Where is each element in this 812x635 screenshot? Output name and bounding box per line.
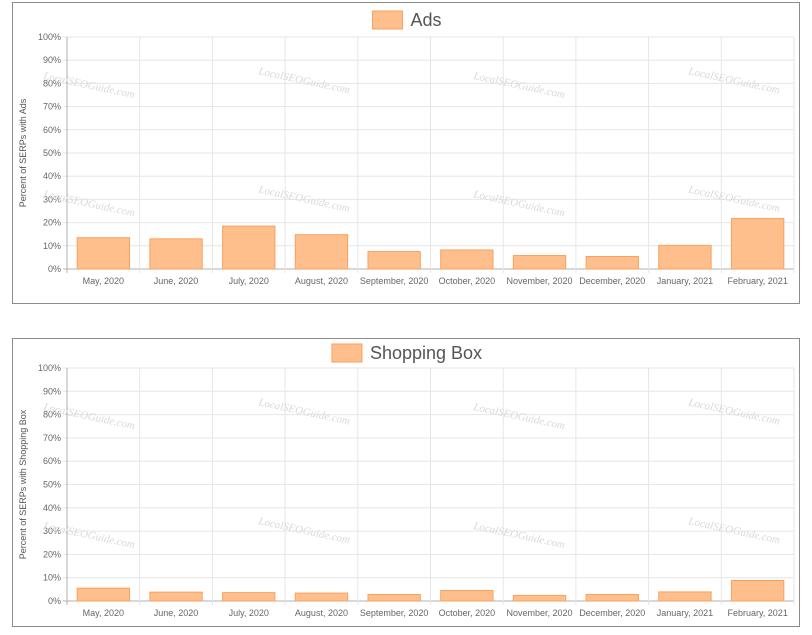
bar-october-2020 [440, 249, 494, 270]
y-tick-label: 40% [43, 171, 61, 181]
x-tick-label: June, 2020 [154, 276, 199, 286]
x-tick-label: June, 2020 [154, 608, 199, 618]
ads-chart-panel: 0% 10% 20% 30% 40% 50% 60% 70% 80% 90% 100% LocalSE… [12, 2, 800, 304]
x-tick-label: October, 2020 [439, 608, 496, 618]
y-axis-label: Percent of SERPs with Shopping Box [18, 409, 28, 559]
y-tick-label: 100% [38, 363, 61, 373]
x-tick-label: September, 2020 [360, 276, 429, 286]
y-axis-label: Percent of SERPs with Ads [18, 98, 28, 207]
x-tick-label: August, 2020 [295, 276, 348, 286]
y-tick-label: 20% [43, 218, 61, 228]
bar-august-2020 [294, 234, 349, 270]
bar-august-2020 [294, 592, 349, 602]
bar-september-2020 [367, 593, 421, 602]
x-tick-label: October, 2020 [439, 276, 496, 286]
y-tick-label: 50% [43, 148, 61, 158]
x-tick-label: February, 2021 [727, 608, 787, 618]
y-tick-label: 60% [43, 456, 61, 466]
bar-october-2020 [440, 590, 494, 602]
y-tick-label: 20% [43, 549, 61, 559]
x-tick-label: August, 2020 [295, 608, 348, 618]
y-tick-label: 90% [43, 386, 61, 396]
x-tick-label: May, 2020 [83, 608, 124, 618]
bar-december-2020 [585, 255, 639, 270]
bar-january-2021 [658, 244, 712, 270]
bar-may-2020 [76, 237, 131, 270]
bar-november-2020 [512, 594, 567, 602]
watermark-text: LocalSEOGuide.com [471, 188, 566, 219]
bar-july-2020 [222, 592, 276, 602]
y-tick-label: 50% [43, 480, 61, 490]
bar-december-2020 [585, 593, 639, 602]
shopping-box-chart: 0% 10% 20% 30% 40% 50% 60% 70% 80% 90% 100% LocalSE… [18, 343, 795, 618]
bar-june-2020 [149, 238, 203, 270]
y-tick-label: 90% [43, 55, 61, 65]
legend-label: Ads [410, 10, 441, 30]
ads-chart: 0% 10% 20% 30% 40% 50% 60% 70% 80% 90% 100% LocalSE… [18, 10, 795, 286]
x-tick-label: July, 2020 [229, 608, 269, 618]
watermark-text: LocalSEOGuide.com [686, 396, 781, 427]
x-tick-label: November, 2020 [507, 608, 573, 618]
watermark-text: LocalSEOGuide.com [686, 65, 781, 96]
bar-february-2021 [730, 579, 785, 602]
bar-june-2020 [149, 591, 203, 602]
y-tick-label: 100% [38, 32, 61, 42]
y-tick-label: 80% [43, 78, 61, 88]
bar-february-2021 [730, 217, 785, 270]
x-tick-label: May, 2020 [83, 276, 124, 286]
legend-swatch [371, 10, 403, 30]
bar-november-2020 [512, 255, 567, 270]
y-tick-label: 70% [43, 102, 61, 112]
watermark-text: LocalSEOGuide.com [471, 70, 566, 101]
y-tick-label: 10% [43, 241, 61, 251]
watermark-text: LocalSEOGuide.com [471, 520, 566, 551]
watermark-text: LocalSEOGuide.com [471, 401, 566, 432]
x-tick-label: December, 2020 [579, 608, 645, 618]
y-tick-label: 70% [43, 433, 61, 443]
bar-september-2020 [367, 251, 421, 270]
x-tick-label: February, 2021 [727, 276, 787, 286]
y-tick-label: 0% [48, 596, 61, 606]
shopping-box-chart-panel: 0% 10% 20% 30% 40% 50% 60% 70% 80% 90% 100% LocalSE… [12, 338, 800, 627]
y-tick-label: 30% [43, 194, 61, 204]
x-tick-label: July, 2020 [229, 276, 269, 286]
x-tick-label: December, 2020 [579, 276, 645, 286]
legend-swatch [331, 343, 363, 363]
bar-january-2021 [658, 591, 712, 602]
bar-may-2020 [76, 587, 131, 602]
y-tick-label: 60% [43, 125, 61, 135]
x-tick-label: September, 2020 [360, 608, 429, 618]
x-tick-label: January, 2021 [657, 276, 713, 286]
y-tick-label: 80% [43, 410, 61, 420]
legend-label: Shopping Box [370, 343, 482, 363]
y-tick-label: 10% [43, 573, 61, 583]
y-tick-label: 30% [43, 526, 61, 536]
watermark-text: LocalSEOGuide.com [256, 396, 351, 427]
watermark-text: LocalSEOGuide.com [256, 65, 351, 96]
y-tick-label: 40% [43, 503, 61, 513]
y-tick-label: 0% [48, 264, 61, 274]
bar-july-2020 [222, 225, 276, 270]
x-tick-label: November, 2020 [507, 276, 573, 286]
x-tick-label: January, 2021 [657, 608, 713, 618]
